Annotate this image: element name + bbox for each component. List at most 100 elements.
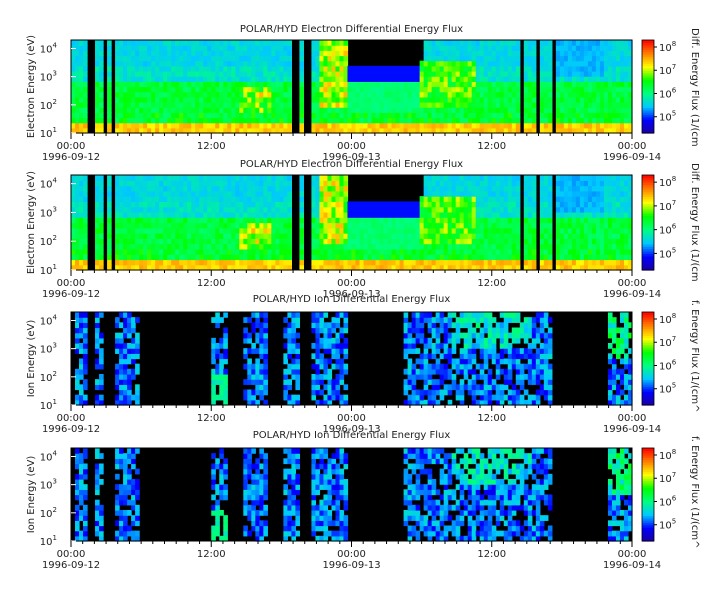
heatmap-cell — [251, 211, 256, 218]
heatmap-cell — [507, 60, 513, 67]
heatmap-cell — [123, 102, 128, 108]
colorbar-step — [642, 98, 654, 102]
heatmap-cell — [195, 127, 200, 134]
heatmap-cell — [627, 65, 633, 72]
heatmap-cell — [207, 222, 212, 229]
heatmap-cell — [239, 264, 244, 271]
heatmap-cell — [139, 190, 144, 197]
heatmap-cell — [315, 233, 321, 239]
heatmap-cell — [507, 122, 513, 129]
heatmap-cell — [403, 107, 409, 113]
heatmap-cell — [175, 190, 180, 197]
heatmap-cell — [363, 71, 369, 77]
heatmap-cell — [339, 196, 345, 202]
heatmap-cell — [459, 40, 465, 46]
heatmap-cell — [227, 196, 232, 202]
heatmap-cell — [615, 81, 621, 88]
heatmap-cell — [467, 40, 473, 46]
heatmap-cell — [499, 102, 505, 108]
heatmap-cell — [407, 264, 413, 271]
heatmap-cell — [531, 60, 537, 67]
heatmap-cell — [455, 86, 461, 93]
heatmap-cell — [75, 259, 80, 266]
heatmap-cell — [599, 127, 605, 134]
heatmap-cell — [123, 389, 128, 396]
heatmap-cell — [347, 264, 353, 271]
heatmap-cell — [479, 55, 485, 62]
y-tick-label: 102 — [40, 234, 57, 248]
heatmap-cell — [195, 112, 200, 119]
heatmap-cell — [615, 190, 621, 197]
heatmap-cell — [627, 238, 633, 245]
heatmap-cell — [151, 65, 156, 72]
heatmap-cell — [559, 117, 565, 124]
colorbar-tick-base: 10 — [659, 202, 672, 213]
heatmap-cell — [183, 180, 188, 187]
heatmap-cell — [511, 76, 517, 82]
heatmap-cell — [475, 211, 481, 218]
heatmap-cell — [499, 76, 505, 82]
heatmap-cell — [335, 76, 341, 82]
heatmap-cell — [423, 175, 429, 181]
heatmap-cell — [451, 86, 457, 93]
heatmap-cell — [187, 112, 192, 119]
heatmap-cell — [147, 217, 152, 224]
heatmap-cell — [395, 86, 401, 93]
heatmap-cell — [571, 65, 577, 72]
heatmap-cell — [463, 60, 469, 67]
heatmap-cell — [371, 222, 377, 229]
heatmap-cell — [387, 81, 393, 88]
heatmap-cell — [567, 122, 573, 129]
heatmap-cell — [275, 227, 280, 234]
heatmap-cell — [219, 40, 224, 46]
heatmap-cell — [583, 254, 589, 261]
heatmap-cell — [371, 117, 377, 124]
heatmap-cell — [255, 196, 260, 202]
heatmap-cell — [603, 243, 609, 250]
heatmap-cell — [131, 112, 136, 119]
heatmap-cell — [95, 384, 100, 391]
heatmap-cell — [211, 201, 216, 208]
heatmap-cell — [155, 211, 160, 218]
heatmap-cell — [227, 180, 232, 187]
heatmap-cell — [247, 233, 252, 239]
heatmap-cell — [399, 76, 405, 82]
heatmap-cell — [243, 112, 248, 119]
heatmap-cell — [131, 76, 136, 82]
heatmap-cell — [407, 91, 413, 98]
heatmap-cell — [195, 211, 200, 218]
heatmap-cell — [331, 50, 337, 57]
heatmap-cell — [363, 222, 369, 229]
heatmap-cell — [583, 40, 589, 46]
heatmap-cell — [127, 217, 132, 224]
heatmap-cell — [611, 217, 617, 224]
heatmap-cell — [263, 206, 268, 213]
heatmap-cell — [607, 259, 613, 266]
heatmap-cell — [459, 127, 465, 134]
heatmap-cell — [243, 327, 248, 334]
heatmap-cell — [423, 238, 429, 245]
heatmap-cell — [431, 96, 437, 103]
heatmap-cell — [259, 222, 264, 229]
heatmap-cell — [363, 65, 369, 72]
heatmap-cell — [455, 112, 461, 119]
heatmap-cell — [247, 227, 252, 234]
heatmap-cell — [71, 211, 76, 218]
heatmap-cell — [359, 222, 365, 229]
heatmap-cell — [515, 254, 521, 261]
heatmap-cell — [263, 102, 268, 108]
heatmap-cell — [107, 222, 112, 229]
heatmap-cell — [623, 60, 629, 67]
heatmap-cell — [599, 233, 605, 239]
heatmap-cell — [123, 254, 128, 261]
heatmap-cell — [355, 206, 361, 213]
heatmap-cell — [483, 175, 489, 181]
heatmap-cell — [463, 50, 469, 57]
heatmap-cell — [563, 81, 569, 88]
heatmap-cell — [255, 50, 260, 57]
colorbar-step — [642, 102, 654, 106]
heatmap-cell — [191, 127, 196, 134]
heatmap-cell — [567, 50, 573, 57]
heatmap-cell — [587, 107, 593, 113]
heatmap-cell — [407, 71, 413, 77]
